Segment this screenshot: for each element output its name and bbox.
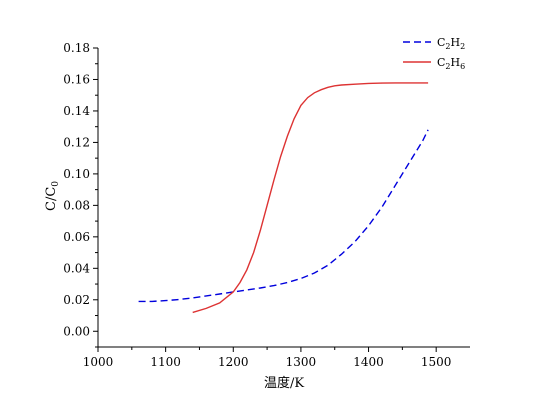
x-tick-label: 1200: [218, 355, 249, 369]
y-tick-label: 0.02: [63, 293, 90, 307]
y-tick-label: 0.00: [63, 324, 90, 338]
y-tick-label: 0.14: [63, 104, 90, 118]
y-tick-label: 0.08: [63, 198, 90, 212]
y-tick-label: 0.16: [63, 72, 90, 86]
series-line-c2h6: [192, 82, 429, 314]
y-tick-label: 0.06: [63, 230, 90, 244]
legend-label-c2h2: C2H2: [437, 36, 465, 51]
y-tick-label: 0.18: [63, 41, 90, 55]
x-axis-ticks: 1000 1100 1200 1300 1400 1500: [83, 347, 452, 369]
x-tick-label: 1500: [421, 355, 452, 369]
legend: C2H2 C2H6: [403, 36, 465, 71]
x-tick-label: 1300: [286, 355, 317, 369]
x-tick-label: 1100: [150, 355, 181, 369]
x-tick-label: 1000: [83, 355, 114, 369]
y-tick-label: 0.04: [63, 261, 90, 275]
y-tick-label: 0.10: [63, 167, 90, 181]
chart-axes: [97, 48, 470, 348]
y-tick-label: 0.12: [63, 135, 90, 149]
series-layer: [138, 82, 429, 314]
x-axis-title: 温度/K: [264, 375, 304, 391]
y-axis-title: C/C0: [44, 181, 61, 211]
y-axis-ticks: 0.00 0.02 0.04 0.06 0.08 0.10 0.12 0.14 0.16 0.18: [63, 41, 98, 348]
x-tick-label: 1400: [353, 355, 384, 369]
legend-label-c2h6: C2H6: [437, 56, 465, 71]
series-line-c2h2: [138, 129, 429, 303]
